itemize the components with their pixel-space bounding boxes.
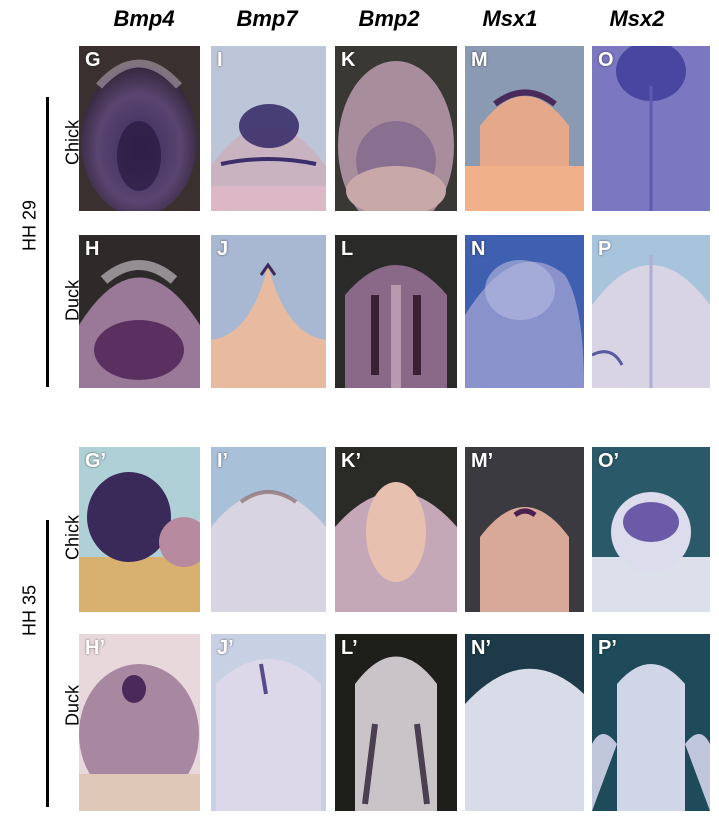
panel-msx2-hh29-duck: P — [592, 235, 710, 388]
panel-bmp2-hh35-duck: L’ — [335, 634, 457, 811]
panel-label: I’ — [217, 450, 229, 472]
gene-header-msx1: Msx1 — [482, 6, 538, 31]
panel-label: P — [598, 238, 612, 260]
panel-msx1-hh29-duck: N — [465, 235, 584, 388]
embryo-image — [211, 447, 326, 612]
stage-bar-hh29 — [46, 97, 49, 387]
embryo-image — [465, 46, 584, 211]
panel-bmp4-hh29-duck: H — [79, 235, 200, 388]
panel-bmp7-hh29-duck: J — [211, 235, 326, 388]
embryo-image — [335, 634, 457, 811]
panel-label: M — [471, 49, 488, 71]
panel-bmp2-hh29-chick: K — [335, 46, 457, 211]
panel-label: H — [85, 238, 100, 260]
panel-label: P’ — [598, 637, 617, 659]
embryo-image — [79, 447, 200, 612]
embryo-image — [465, 235, 584, 388]
embryo-image — [79, 235, 200, 388]
embryo-image — [335, 46, 457, 211]
panel-msx1-hh35-duck: N’ — [465, 634, 584, 811]
panel-label: I — [217, 49, 223, 71]
panel-label: J — [217, 238, 229, 260]
embryo-image — [592, 634, 710, 811]
embryo-image — [592, 235, 710, 388]
embryo-image — [335, 447, 457, 612]
panel-bmp7-hh35-duck: J’ — [211, 634, 326, 811]
panel-label: J’ — [217, 637, 234, 659]
panel-label: K’ — [341, 450, 361, 472]
panel-label: L — [341, 238, 354, 260]
panel-label: N’ — [471, 637, 491, 659]
embryo-image — [465, 447, 584, 612]
panel-label: H’ — [85, 637, 105, 659]
panel-label: G’ — [85, 450, 107, 472]
panel-bmp4-hh29-chick: G — [79, 46, 200, 211]
panel-msx1-hh35-chick: M’ — [465, 447, 584, 612]
embryo-image — [79, 46, 200, 211]
gene-header-bmp4: Bmp4 — [113, 6, 175, 31]
panel-bmp7-hh35-chick: I’ — [211, 447, 326, 612]
panel-label: O — [598, 49, 614, 71]
gene-header-bmp2: Bmp2 — [358, 6, 420, 31]
panel-msx2-hh35-duck: P’ — [592, 634, 710, 811]
panel-label: M’ — [471, 450, 494, 472]
panel-label: K — [341, 49, 356, 71]
panel-bmp2-hh35-chick: K’ — [335, 447, 457, 612]
panel-bmp7-hh29-chick: I — [211, 46, 326, 211]
stage-bar-hh35 — [46, 520, 49, 807]
embryo-image — [335, 235, 457, 388]
embryo-image — [211, 634, 326, 811]
panel-label: N — [471, 238, 486, 260]
panel-label: G — [85, 49, 101, 71]
embryo-image — [592, 447, 710, 612]
panel-bmp2-hh29-duck: L — [335, 235, 457, 388]
gene-header-msx2: Msx2 — [609, 6, 665, 31]
embryo-image — [211, 235, 326, 388]
panel-bmp4-hh35-duck: H’ — [79, 634, 200, 811]
panel-label: L’ — [341, 637, 358, 659]
panel-msx2-hh29-chick: O — [592, 46, 710, 211]
panel-label: O’ — [598, 450, 620, 472]
embryo-image — [211, 46, 326, 211]
stage-label-hh29: HH 29 — [19, 199, 40, 252]
embryo-image — [465, 634, 584, 811]
gene-header-bmp7: Bmp7 — [236, 6, 298, 31]
embryo-image — [79, 634, 200, 811]
stage-label-hh35: HH 35 — [19, 584, 40, 637]
panel-msx1-hh29-chick: M — [465, 46, 584, 211]
panel-bmp4-hh35-chick: G’ — [79, 447, 200, 612]
embryo-image — [592, 46, 710, 211]
panel-msx2-hh35-chick: O’ — [592, 447, 710, 612]
